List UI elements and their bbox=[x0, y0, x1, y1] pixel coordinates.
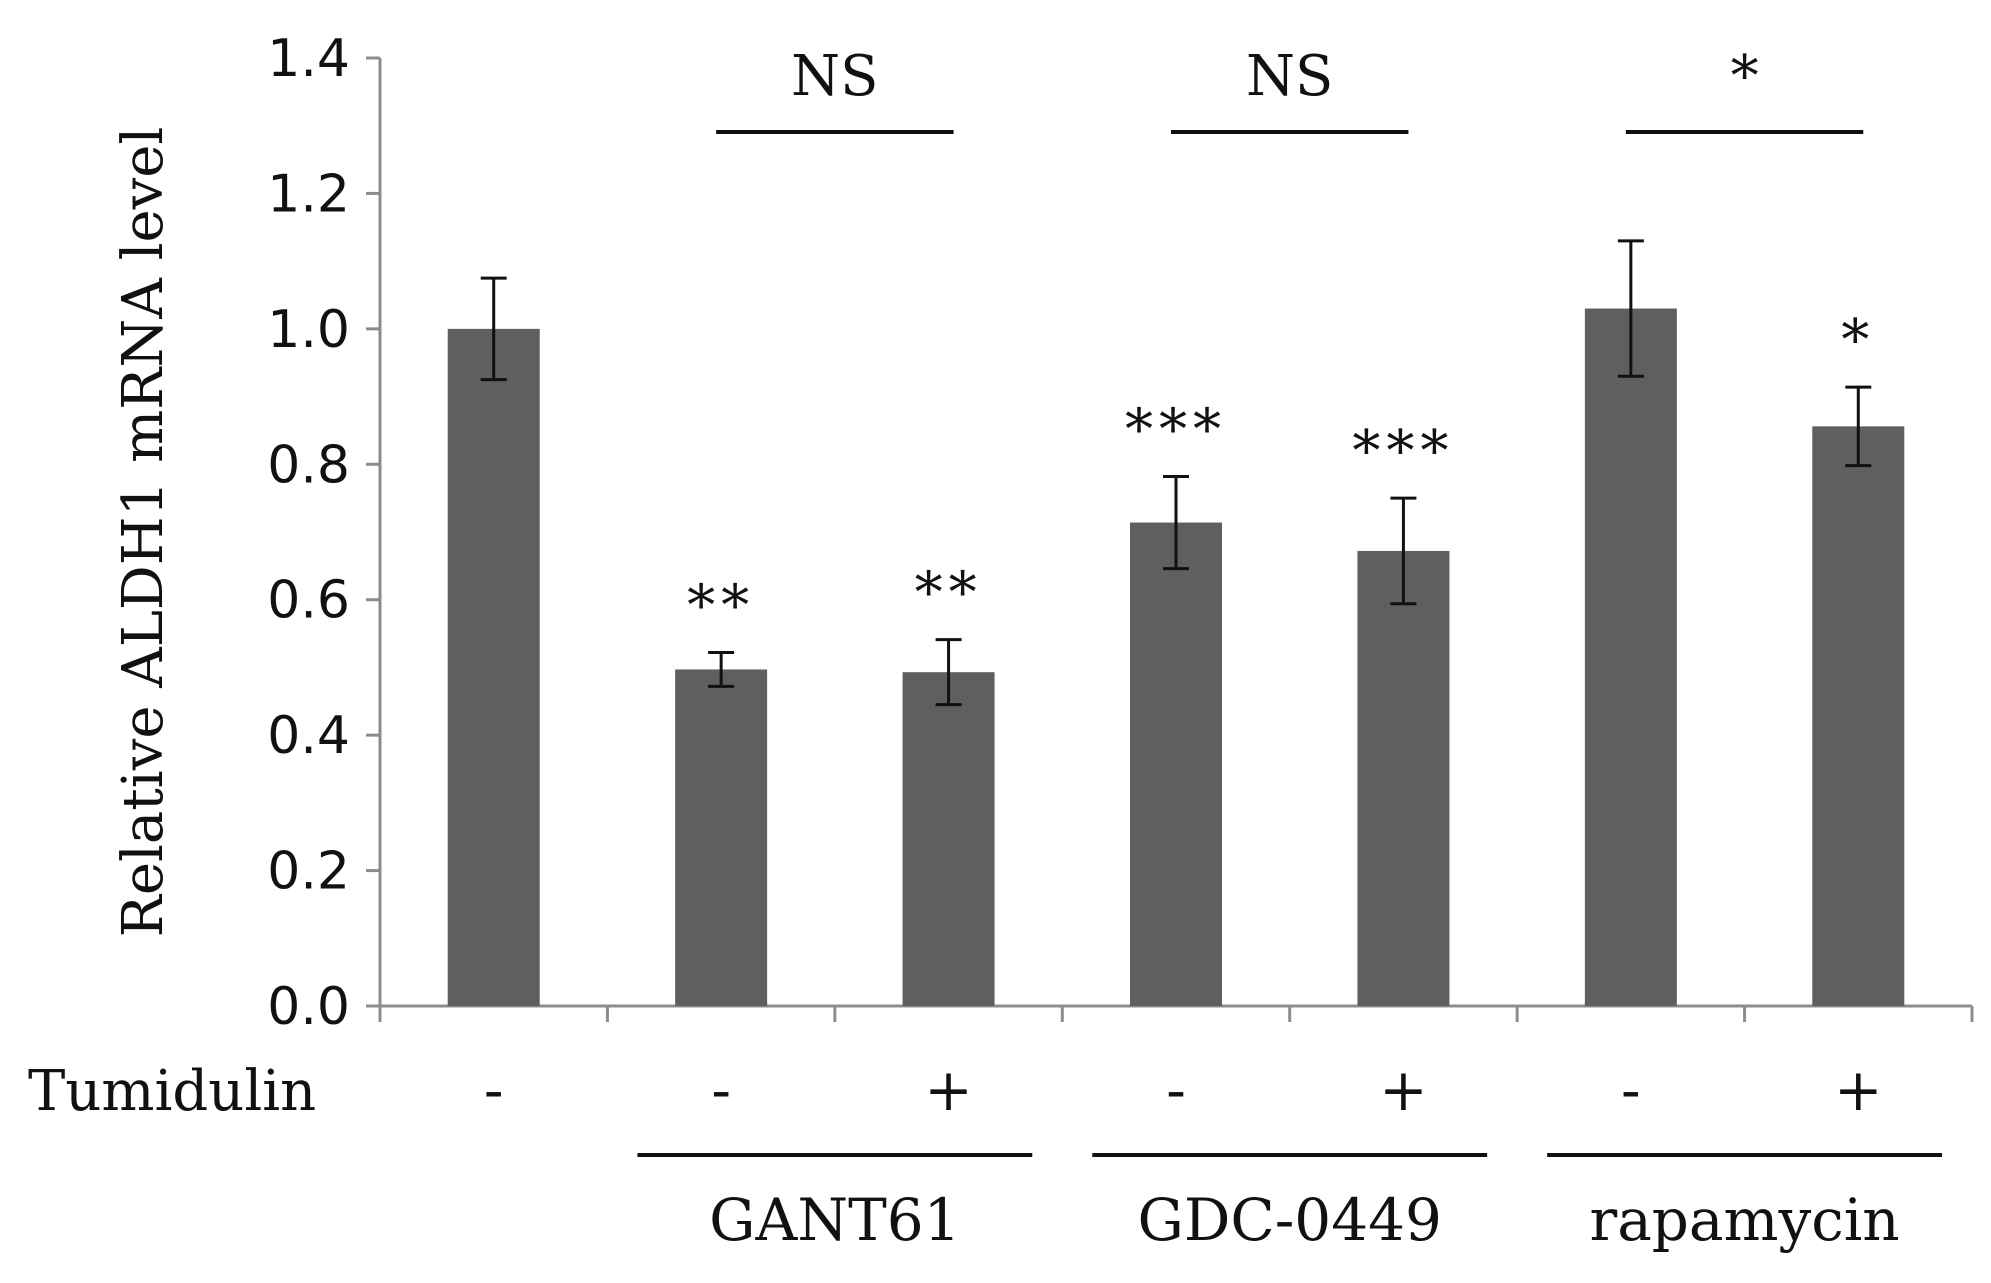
x-axis-ticks bbox=[378, 1006, 1974, 1022]
group-labels: GANT61 NS GDC-0449 NS rapamycin * bbox=[637, 44, 1942, 1254]
bar bbox=[447, 328, 540, 1006]
tumidulin-sign: - bbox=[484, 1056, 504, 1124]
error-bars bbox=[480, 239, 1872, 707]
y-tick-label: 0.4 bbox=[267, 706, 350, 766]
bar bbox=[902, 672, 995, 1006]
tumidulin-sign: + bbox=[1834, 1056, 1883, 1124]
comparison-label: NS bbox=[1246, 44, 1333, 109]
bar bbox=[675, 669, 768, 1006]
y-tick-label: 1.4 bbox=[267, 29, 350, 89]
tumidulin-sign: + bbox=[1379, 1056, 1428, 1124]
treatment-labels: - - + - + - + bbox=[484, 1056, 1883, 1124]
y-tick-label: 0.8 bbox=[267, 435, 350, 495]
significance-label: ** bbox=[687, 574, 755, 639]
y-tick-label: 0.6 bbox=[267, 571, 350, 631]
y-tick-label: 1.0 bbox=[267, 300, 350, 360]
significance-labels: ** ***** **** bbox=[687, 308, 1875, 639]
comparison-label: * bbox=[1731, 44, 1759, 109]
tumidulin-sign: - bbox=[711, 1056, 731, 1124]
significance-label: *** bbox=[1352, 419, 1454, 484]
tumidulin-sign: + bbox=[924, 1056, 973, 1124]
bar bbox=[1357, 550, 1450, 1006]
bar bbox=[1130, 522, 1222, 1006]
significance-label: ** bbox=[915, 561, 983, 626]
tumidulin-row-label: Tumidulin bbox=[28, 1059, 316, 1124]
y-axis-label: Relative ALDH1 mRNA level bbox=[111, 127, 176, 938]
group-label: GANT61 bbox=[709, 1186, 960, 1254]
tumidulin-sign: - bbox=[1621, 1056, 1641, 1124]
y-tick-label: 0.2 bbox=[267, 842, 350, 902]
significance-label: * bbox=[1841, 308, 1875, 373]
comparison-label: NS bbox=[791, 44, 878, 109]
tumidulin-sign: - bbox=[1166, 1056, 1186, 1124]
group-label: GDC-0449 bbox=[1138, 1186, 1442, 1254]
bar bbox=[1584, 308, 1677, 1006]
y-tick-label: 1.2 bbox=[267, 164, 350, 224]
significance-label: *** bbox=[1125, 397, 1227, 462]
bar bbox=[1812, 426, 1905, 1006]
group-label: rapamycin bbox=[1589, 1186, 1899, 1254]
y-axis-ticks: 0.0 0.2 0.4 0.6 0.8 1.0 1.2 1.4 bbox=[267, 29, 380, 1037]
bars bbox=[447, 308, 1905, 1006]
y-tick-label: 0.0 bbox=[267, 977, 350, 1037]
